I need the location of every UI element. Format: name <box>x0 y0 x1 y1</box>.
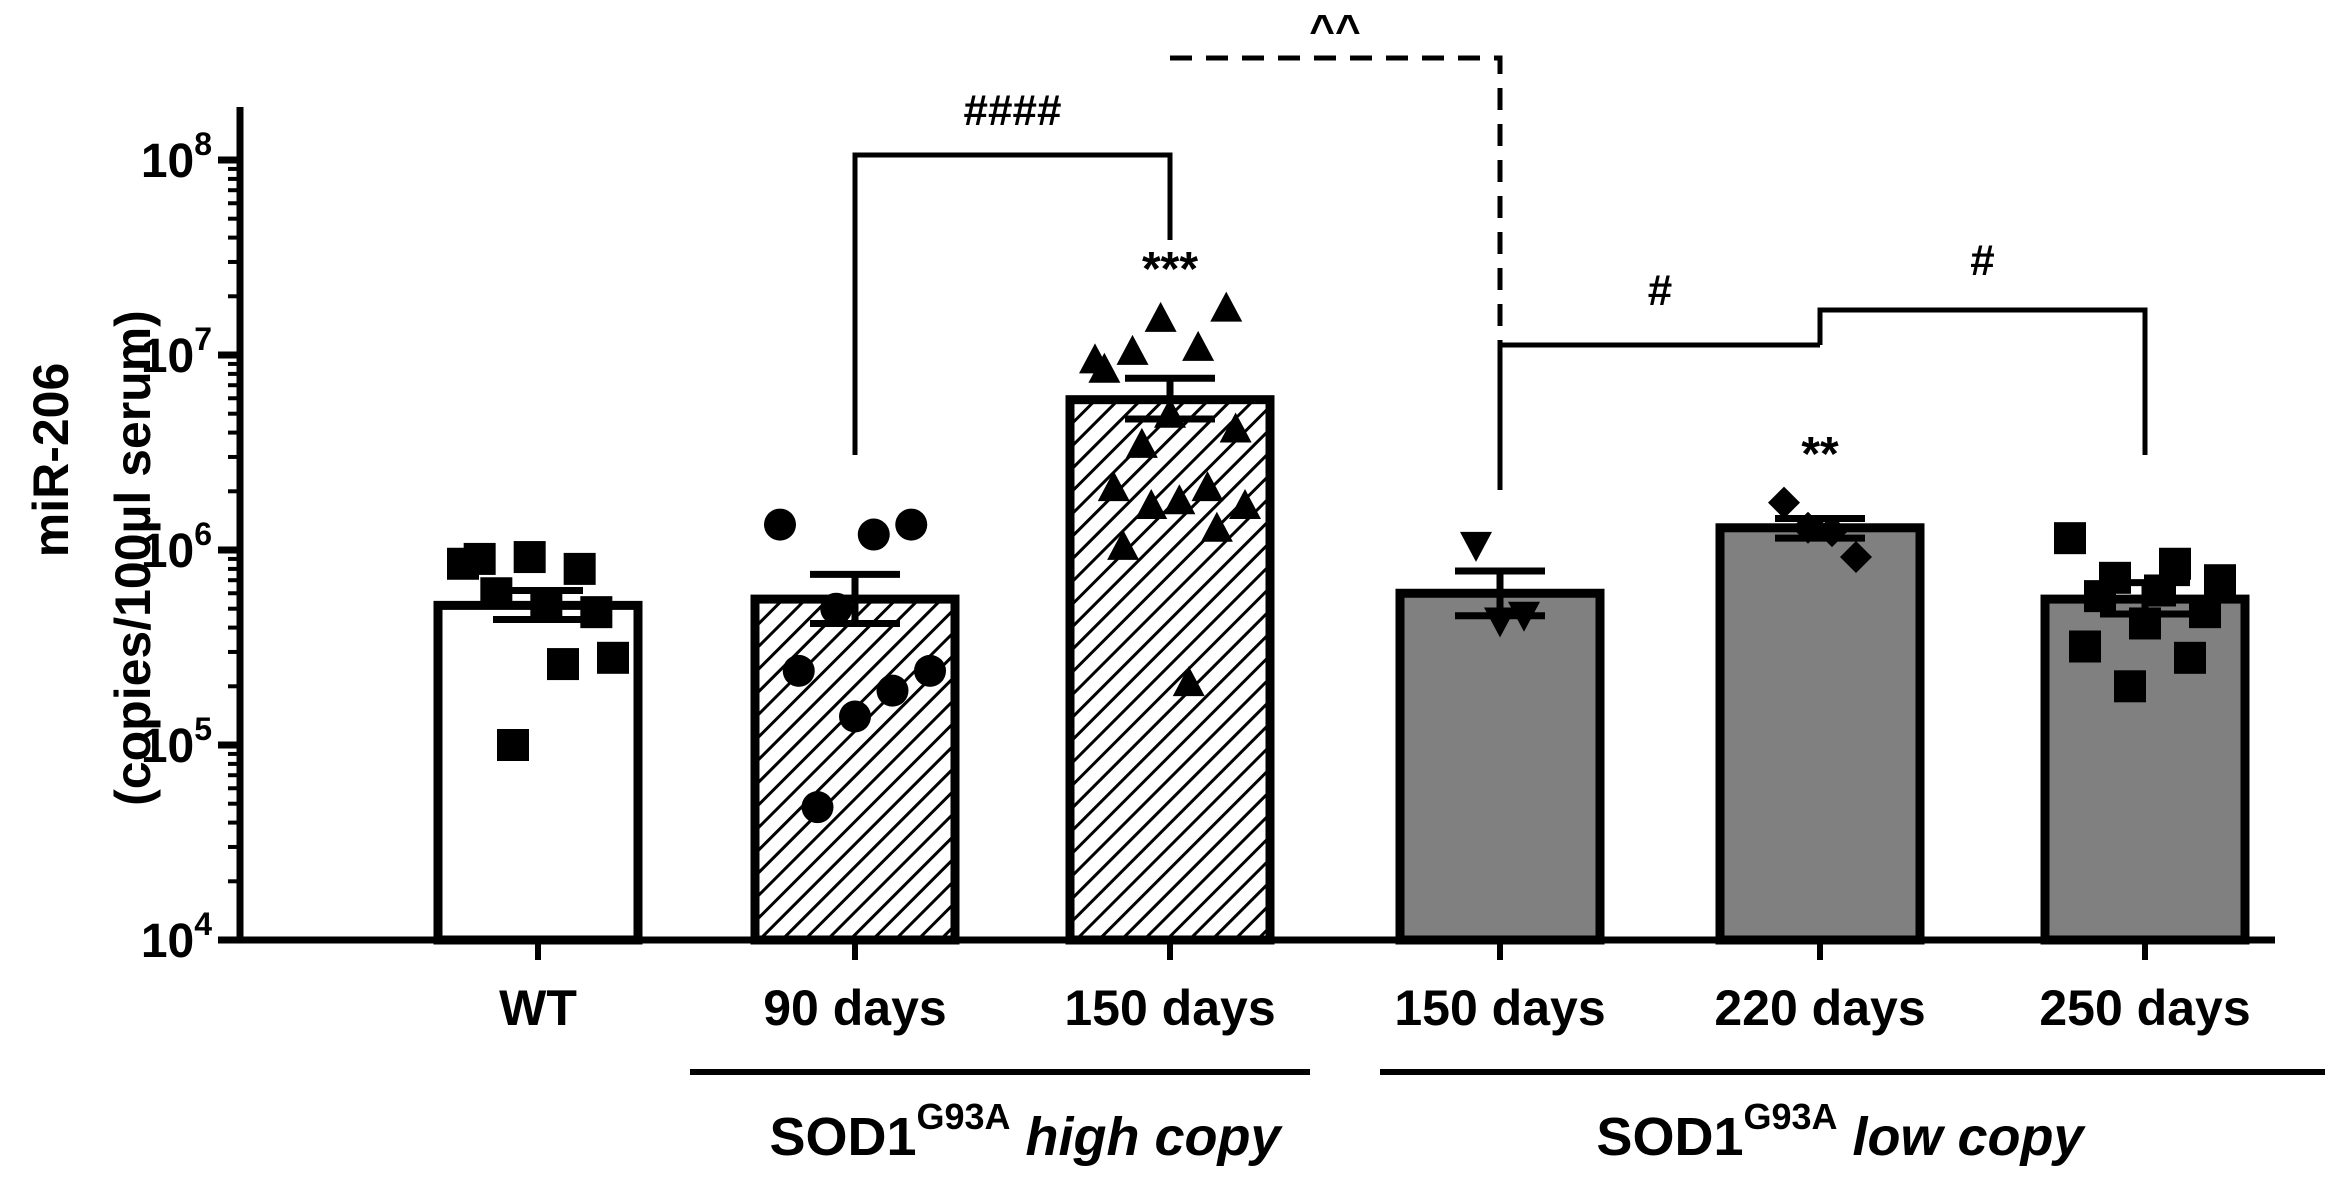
data-point-triangle <box>1210 291 1243 322</box>
data-point-square <box>463 542 496 575</box>
data-point-circle <box>801 791 834 824</box>
x-tick-label: 90 days <box>763 980 946 1036</box>
comparison-brackets: #### ^^ # # <box>852 6 2148 490</box>
x-tick-label: 220 days <box>1714 980 1925 1036</box>
data-point-square <box>2069 630 2101 663</box>
y-tick-label: 108 <box>141 126 212 188</box>
y-tick-label: 106 <box>141 516 212 578</box>
data-point-triangle <box>1135 489 1168 520</box>
comparison-label: #### <box>964 86 1062 135</box>
data-point-triangle <box>1172 666 1205 697</box>
data-point-diamond <box>1840 541 1872 574</box>
comparison-label: # <box>1970 236 1994 285</box>
bar-4 <box>1395 588 1605 945</box>
data-point-square <box>2114 670 2146 703</box>
data-point-square <box>2189 596 2221 629</box>
bar-3 <box>1065 395 1275 945</box>
group-label: SOD1G93A high copy <box>769 1096 1283 1167</box>
group-labels: SOD1G93A high copy SOD1G93A low copy <box>690 1069 2325 1167</box>
x-tick-label: 250 days <box>2039 980 2250 1036</box>
data-point-square <box>497 729 529 761</box>
comparison-label: # <box>1648 266 1672 315</box>
data-point-triangle <box>1200 511 1233 542</box>
annotations: ***** <box>1142 243 1839 481</box>
axes <box>236 107 2275 944</box>
data-point-circle <box>839 700 871 733</box>
data-point-triangle <box>1116 334 1149 365</box>
data-point-square <box>2204 564 2236 597</box>
data-point-square <box>547 648 579 681</box>
data-point-circle <box>782 654 815 687</box>
data-point-square <box>563 552 596 585</box>
data-point-triangle <box>1097 471 1130 502</box>
data-point-circle <box>914 654 946 687</box>
y-tick-label: 105 <box>141 711 212 773</box>
data-point-diamond <box>1768 486 1800 519</box>
x-tick-label: 150 days <box>1064 980 1275 1036</box>
comparison-bracket <box>1817 307 2148 455</box>
x-tick-label: 150 days <box>1394 980 1605 1036</box>
data-point-square <box>580 596 613 629</box>
significance-stars: *** <box>1142 243 1198 296</box>
data-point-triangle <box>1182 330 1215 361</box>
data-point-square <box>597 641 629 674</box>
data-point-circle <box>895 508 928 541</box>
comparison-label: ^^ <box>1309 6 1360 55</box>
data-point-triangle <box>1219 412 1252 443</box>
bar-5 <box>1715 523 1925 945</box>
comparison-bracket <box>852 152 1173 455</box>
y-axis-ticks: 104 105 106 107 108 <box>141 126 240 968</box>
x-tick-label: WT <box>499 980 577 1036</box>
data-point-triangle <box>1460 531 1492 562</box>
data-point-triangle <box>1229 489 1261 520</box>
data-points <box>447 291 2236 824</box>
y-tick-label: 104 <box>141 906 212 968</box>
data-point-square <box>2174 641 2206 674</box>
significance-stars: ** <box>1801 428 1839 481</box>
data-point-triangle <box>1144 301 1177 332</box>
data-point-square <box>2054 522 2086 555</box>
data-point-circle <box>857 518 890 551</box>
data-point-circle <box>876 674 909 707</box>
y-axis-label-line2: (copies/100µl serum) <box>105 310 161 806</box>
group-label: SOD1G93A low copy <box>1596 1096 2086 1167</box>
y-axis-label-line1: miR-206 <box>23 363 79 558</box>
bar-2 <box>750 594 960 945</box>
data-point-square <box>2159 547 2191 580</box>
comparison-bracket <box>1497 342 1820 490</box>
y-tick-label: 107 <box>141 321 212 383</box>
bars <box>433 395 2250 945</box>
data-point-triangle <box>1191 471 1224 502</box>
error-bars <box>493 374 2190 627</box>
data-point-triangle <box>1107 529 1140 560</box>
data-point-triangle <box>1163 484 1196 515</box>
data-point-circle <box>764 508 796 541</box>
data-point-triangle <box>1125 427 1158 458</box>
data-point-square <box>513 541 546 574</box>
x-tick-labels: WT 90 days 150 days 150 days 220 days 250 day… <box>499 940 2251 1036</box>
data-point-triangle <box>1088 352 1121 383</box>
